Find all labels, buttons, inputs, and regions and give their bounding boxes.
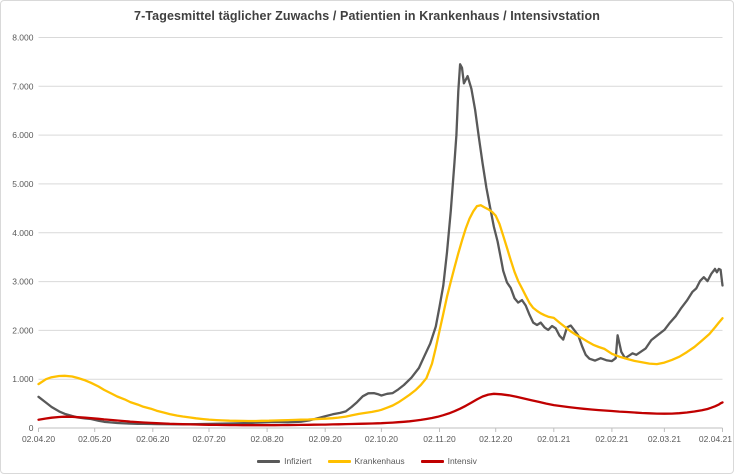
legend-item-infiziert: Infiziert: [257, 456, 312, 466]
x-axis-tick-label: 02.03.21: [648, 434, 681, 444]
x-axis-tick-label: 02.09.20: [309, 434, 342, 444]
x-axis-tick-label: 02.12.20: [479, 434, 512, 444]
y-axis-tick-label: 8.000: [12, 33, 34, 43]
y-axis-tick-label: 3.000: [12, 277, 34, 287]
x-axis-tick-label: 02.05.20: [78, 434, 111, 444]
x-axis-tick-label: 02.07.20: [192, 434, 225, 444]
chart-title: 7-Tagesmittel täglicher Zuwachs / Patien…: [134, 9, 600, 23]
y-axis-tick-label: 5.000: [12, 179, 34, 189]
legend-label: Infiziert: [284, 456, 312, 466]
y-axis-tick-label: 1.000: [12, 374, 34, 384]
y-axis-tick-label: 7.000: [12, 81, 34, 91]
x-axis-tick-label: 02.01.21: [537, 434, 570, 444]
x-axis-tick-label: 02.08.20: [251, 434, 284, 444]
y-axis-tick-label: 4.000: [12, 228, 34, 238]
series-line-krankenhaus: [37, 204, 724, 423]
legend-item-krankenhaus: Krankenhaus: [327, 456, 405, 466]
x-axis-tick-label: 02.02.21: [595, 434, 628, 444]
x-axis-tick-label: 02.04.20: [22, 434, 55, 444]
x-axis-tick-label: 02.10.20: [365, 434, 398, 444]
series-line-intensiv: [37, 392, 724, 427]
y-axis-tick-label: 2.000: [12, 325, 34, 335]
y-axis-tick-label: 6.000: [12, 130, 34, 140]
legend: Infiziert Krankenhaus Intensiv: [1, 456, 733, 466]
x-axis-tick-label: 02.06.20: [136, 434, 169, 444]
x-axis-tick-label: 02.04.21: [699, 434, 732, 444]
legend-label: Intensiv: [447, 456, 477, 466]
legend-item-intensiv: Intensiv: [420, 456, 477, 466]
y-axis-tick-label: 0: [29, 423, 34, 433]
legend-swatch-intensiv: [420, 459, 444, 463]
x-axis-tick-label: 02.11.20: [423, 434, 456, 444]
legend-swatch-infiziert: [257, 459, 281, 463]
series-line-infiziert: [37, 63, 724, 426]
legend-label: Krankenhaus: [354, 456, 405, 466]
legend-swatch-krankenhaus: [327, 459, 351, 463]
